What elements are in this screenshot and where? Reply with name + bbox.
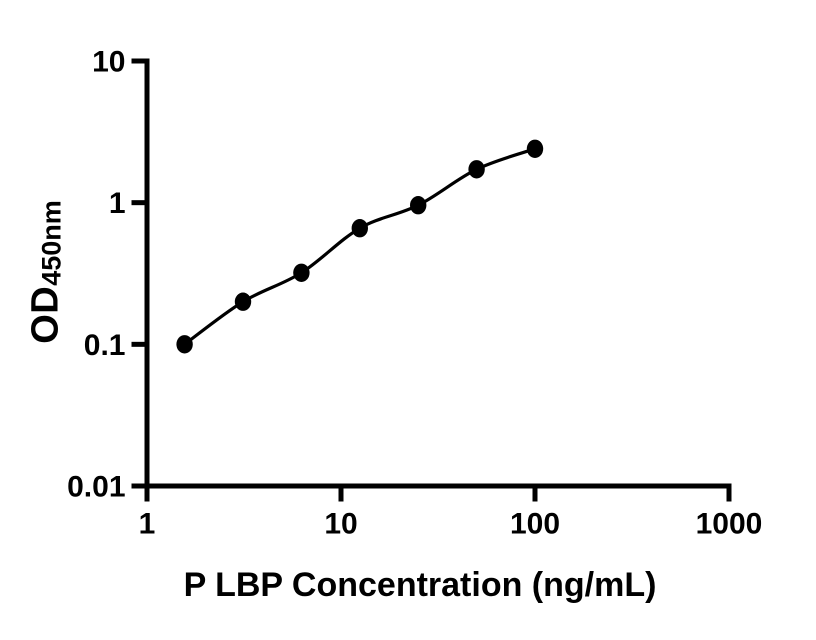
data-point-marker [176, 335, 193, 354]
y-axis-title-main: OD [24, 285, 67, 344]
data-point-marker [526, 139, 544, 158]
data-point-marker [293, 263, 310, 282]
y-axis-title-subscript: 450nm [36, 200, 67, 286]
y-tick-label: 10 [92, 46, 125, 79]
x-tick-label: 100 [510, 508, 560, 541]
series-line [183, 147, 536, 346]
data-point-marker [410, 196, 427, 215]
y-tick-label: 0.1 [84, 329, 126, 362]
x-tick-label: 1 [139, 508, 156, 541]
x-axis-title-text: P LBP Concentration (ng/mL) [183, 566, 657, 604]
x-axis-title: P LBP Concentration (ng/mL) [184, 568, 657, 602]
data-point-marker [234, 292, 252, 311]
data-point-marker [351, 219, 368, 238]
x-tick-label: 1000 [696, 508, 763, 541]
y-tick-label: 0.01 [67, 471, 125, 504]
data-point-marker [468, 160, 485, 179]
x-tick-label: 10 [324, 508, 357, 541]
y-tick-label: 1 [109, 187, 126, 220]
y-axis-title: OD450nm [24, 200, 67, 344]
